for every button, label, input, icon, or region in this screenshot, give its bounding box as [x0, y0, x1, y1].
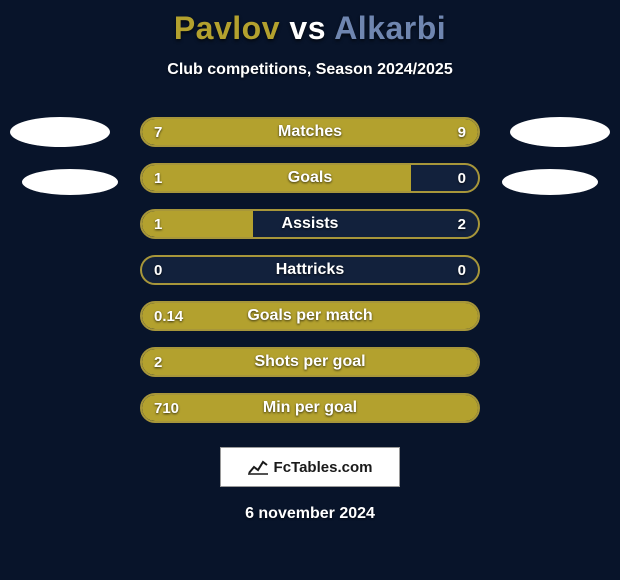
vs-separator: vs [289, 10, 326, 46]
stat-bar: 0.14Goals per match [140, 301, 480, 331]
comparison-body: 7Matches91Goals01Assists20Hattricks00.14… [0, 117, 620, 523]
comparison-subtitle: Club competitions, Season 2024/2025 [0, 61, 620, 79]
player2-badge-placeholder-top [510, 117, 610, 147]
stat-bar-fill-left [142, 303, 478, 329]
stat-bar: 2Shots per goal [140, 347, 480, 377]
stat-bar: 7Matches9 [140, 117, 480, 147]
stat-bar-fill-left [142, 165, 411, 191]
player2-badge-placeholder-bottom [502, 169, 598, 195]
stat-bar-fill-left [142, 211, 253, 237]
stat-value-right: 2 [446, 211, 478, 237]
stat-bar-fill-right [290, 119, 478, 145]
player1-badge-placeholder-bottom [22, 169, 118, 195]
stat-bar: 1Goals0 [140, 163, 480, 193]
stat-bar: 0Hattricks0 [140, 255, 480, 285]
stat-bar-fill-left [142, 349, 478, 375]
stat-value-right: 0 [446, 165, 478, 191]
source-watermark[interactable]: FcTables.com [220, 447, 400, 487]
stat-value-left: 0 [142, 257, 174, 283]
chart-line-icon [248, 459, 268, 475]
stat-bar: 710Min per goal [140, 393, 480, 423]
stat-bar: 1Assists2 [140, 209, 480, 239]
player1-badge-placeholder-top [10, 117, 110, 147]
stat-bar-fill-left [142, 395, 478, 421]
player2-name: Alkarbi [334, 10, 446, 46]
stat-label: Hattricks [142, 257, 478, 283]
stat-value-right: 0 [446, 257, 478, 283]
player1-name: Pavlov [174, 10, 280, 46]
stat-bar-fill-left [142, 119, 290, 145]
watermark-text: FcTables.com [274, 459, 373, 476]
comparison-title: Pavlov vs Alkarbi [0, 0, 620, 47]
stats-bar-list: 7Matches91Goals01Assists20Hattricks00.14… [140, 117, 480, 423]
snapshot-date: 6 november 2024 [0, 505, 620, 523]
